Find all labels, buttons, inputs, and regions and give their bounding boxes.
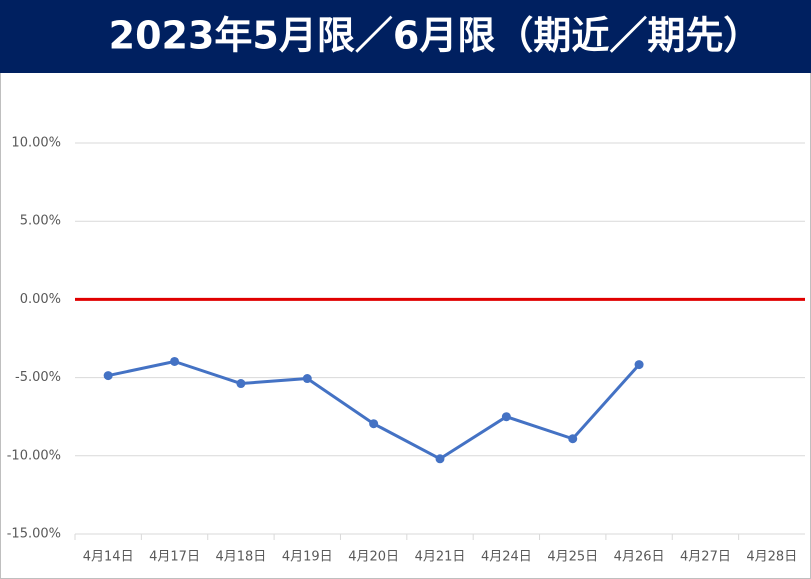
y-tick-label: 5.00% — [20, 214, 61, 229]
y-tick-label: -15.00% — [7, 527, 61, 542]
data-point — [634, 360, 644, 370]
y-tick-label: 0.00% — [20, 292, 61, 307]
data-point — [170, 356, 180, 366]
data-point — [103, 371, 113, 381]
header-band — [0, 0, 811, 73]
data-point — [236, 379, 246, 389]
data-point — [501, 412, 511, 422]
x-tick-label: 4月26日 — [614, 550, 665, 565]
x-tick-label: 4月27日 — [680, 550, 731, 565]
y-tick-label: -10.00% — [7, 448, 61, 463]
chart-title: 2023年5月限／6月限（期近／期先） — [109, 14, 762, 58]
y-tick-label: 10.00% — [11, 136, 61, 151]
x-tick-label: 4月28日 — [746, 550, 797, 565]
data-point — [369, 419, 379, 429]
x-tick-label: 4月14日 — [83, 550, 134, 565]
x-tick-label: 4月19日 — [282, 550, 333, 565]
x-tick-label: 4月24日 — [481, 550, 532, 565]
data-point — [302, 374, 312, 384]
data-point — [435, 454, 445, 464]
x-tick-label: 4月21日 — [415, 550, 466, 565]
x-tick-label: 4月17日 — [149, 550, 200, 565]
x-tick-label: 4月20日 — [348, 550, 399, 565]
y-tick-label: -5.00% — [15, 370, 61, 385]
x-tick-label: 4月25日 — [547, 550, 598, 565]
x-tick-label: 4月18日 — [215, 550, 266, 565]
data-point — [568, 434, 578, 444]
